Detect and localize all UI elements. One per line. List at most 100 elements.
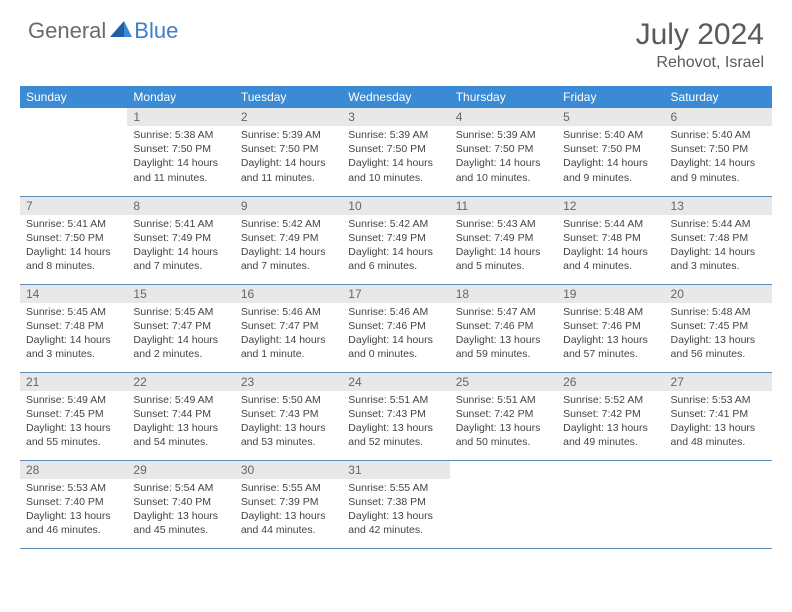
- calendar-day-cell: 2Sunrise: 5:39 AMSunset: 7:50 PMDaylight…: [235, 108, 342, 196]
- weekday-header: Friday: [557, 86, 664, 108]
- day-number: 30: [235, 461, 342, 479]
- day-number: 5: [557, 108, 664, 126]
- calendar-day-cell: 18Sunrise: 5:47 AMSunset: 7:46 PMDayligh…: [450, 284, 557, 372]
- calendar-day-cell: 14Sunrise: 5:45 AMSunset: 7:48 PMDayligh…: [20, 284, 127, 372]
- day-content: Sunrise: 5:54 AMSunset: 7:40 PMDaylight:…: [127, 479, 234, 542]
- day-content: Sunrise: 5:55 AMSunset: 7:39 PMDaylight:…: [235, 479, 342, 542]
- day-number: 2: [235, 108, 342, 126]
- logo-text-general: General: [28, 18, 106, 44]
- calendar-day-cell: 5Sunrise: 5:40 AMSunset: 7:50 PMDaylight…: [557, 108, 664, 196]
- calendar-day-cell: 31Sunrise: 5:55 AMSunset: 7:38 PMDayligh…: [342, 460, 449, 548]
- day-content: Sunrise: 5:52 AMSunset: 7:42 PMDaylight:…: [557, 391, 664, 454]
- calendar-header-row: SundayMondayTuesdayWednesdayThursdayFrid…: [20, 86, 772, 108]
- calendar-day-cell: 26Sunrise: 5:52 AMSunset: 7:42 PMDayligh…: [557, 372, 664, 460]
- day-content: Sunrise: 5:40 AMSunset: 7:50 PMDaylight:…: [557, 126, 664, 189]
- calendar-day-cell: [450, 460, 557, 548]
- day-content: Sunrise: 5:42 AMSunset: 7:49 PMDaylight:…: [342, 215, 449, 278]
- day-number: 28: [20, 461, 127, 479]
- day-number: 15: [127, 285, 234, 303]
- weekday-header: Thursday: [450, 86, 557, 108]
- day-content: Sunrise: 5:47 AMSunset: 7:46 PMDaylight:…: [450, 303, 557, 366]
- day-content: Sunrise: 5:46 AMSunset: 7:46 PMDaylight:…: [342, 303, 449, 366]
- day-content: Sunrise: 5:50 AMSunset: 7:43 PMDaylight:…: [235, 391, 342, 454]
- day-content: Sunrise: 5:55 AMSunset: 7:38 PMDaylight:…: [342, 479, 449, 542]
- day-number: 3: [342, 108, 449, 126]
- day-content: Sunrise: 5:51 AMSunset: 7:43 PMDaylight:…: [342, 391, 449, 454]
- day-content: Sunrise: 5:45 AMSunset: 7:47 PMDaylight:…: [127, 303, 234, 366]
- day-content: Sunrise: 5:39 AMSunset: 7:50 PMDaylight:…: [450, 126, 557, 189]
- day-number: 13: [665, 197, 772, 215]
- day-number: 11: [450, 197, 557, 215]
- day-content: Sunrise: 5:39 AMSunset: 7:50 PMDaylight:…: [235, 126, 342, 189]
- day-number: 31: [342, 461, 449, 479]
- day-number: 25: [450, 373, 557, 391]
- day-number: 18: [450, 285, 557, 303]
- weekday-header: Wednesday: [342, 86, 449, 108]
- calendar-day-cell: [665, 460, 772, 548]
- calendar-day-cell: 21Sunrise: 5:49 AMSunset: 7:45 PMDayligh…: [20, 372, 127, 460]
- calendar-day-cell: 7Sunrise: 5:41 AMSunset: 7:50 PMDaylight…: [20, 196, 127, 284]
- day-number: 16: [235, 285, 342, 303]
- calendar-day-cell: 13Sunrise: 5:44 AMSunset: 7:48 PMDayligh…: [665, 196, 772, 284]
- calendar-day-cell: 19Sunrise: 5:48 AMSunset: 7:46 PMDayligh…: [557, 284, 664, 372]
- day-content: Sunrise: 5:39 AMSunset: 7:50 PMDaylight:…: [342, 126, 449, 189]
- day-number: 24: [342, 373, 449, 391]
- month-title: July 2024: [636, 18, 764, 52]
- day-number: 14: [20, 285, 127, 303]
- calendar-week-row: 14Sunrise: 5:45 AMSunset: 7:48 PMDayligh…: [20, 284, 772, 372]
- day-content: Sunrise: 5:41 AMSunset: 7:50 PMDaylight:…: [20, 215, 127, 278]
- calendar-week-row: 28Sunrise: 5:53 AMSunset: 7:40 PMDayligh…: [20, 460, 772, 548]
- day-number: 4: [450, 108, 557, 126]
- location: Rehovot, Israel: [636, 54, 764, 72]
- day-number: 26: [557, 373, 664, 391]
- logo-triangle-icon: [110, 21, 132, 42]
- title-block: July 2024 Rehovot, Israel: [636, 18, 764, 72]
- calendar-day-cell: 11Sunrise: 5:43 AMSunset: 7:49 PMDayligh…: [450, 196, 557, 284]
- day-content: Sunrise: 5:49 AMSunset: 7:44 PMDaylight:…: [127, 391, 234, 454]
- calendar-day-cell: 28Sunrise: 5:53 AMSunset: 7:40 PMDayligh…: [20, 460, 127, 548]
- day-number: 7: [20, 197, 127, 215]
- day-number: 8: [127, 197, 234, 215]
- day-number: 20: [665, 285, 772, 303]
- calendar-day-cell: 4Sunrise: 5:39 AMSunset: 7:50 PMDaylight…: [450, 108, 557, 196]
- calendar-day-cell: 30Sunrise: 5:55 AMSunset: 7:39 PMDayligh…: [235, 460, 342, 548]
- calendar-day-cell: 22Sunrise: 5:49 AMSunset: 7:44 PMDayligh…: [127, 372, 234, 460]
- day-content: Sunrise: 5:41 AMSunset: 7:49 PMDaylight:…: [127, 215, 234, 278]
- weekday-header: Sunday: [20, 86, 127, 108]
- day-number: 12: [557, 197, 664, 215]
- day-number: 9: [235, 197, 342, 215]
- day-number: 17: [342, 285, 449, 303]
- calendar-day-cell: 3Sunrise: 5:39 AMSunset: 7:50 PMDaylight…: [342, 108, 449, 196]
- day-content: Sunrise: 5:38 AMSunset: 7:50 PMDaylight:…: [127, 126, 234, 189]
- calendar-week-row: 7Sunrise: 5:41 AMSunset: 7:50 PMDaylight…: [20, 196, 772, 284]
- logo-text-blue: Blue: [134, 18, 178, 44]
- weekday-header: Saturday: [665, 86, 772, 108]
- logo: General Blue: [28, 18, 178, 44]
- day-number: 19: [557, 285, 664, 303]
- calendar-day-cell: 10Sunrise: 5:42 AMSunset: 7:49 PMDayligh…: [342, 196, 449, 284]
- day-content: Sunrise: 5:48 AMSunset: 7:46 PMDaylight:…: [557, 303, 664, 366]
- weekday-header: Tuesday: [235, 86, 342, 108]
- day-number: 1: [127, 108, 234, 126]
- calendar-day-cell: 9Sunrise: 5:42 AMSunset: 7:49 PMDaylight…: [235, 196, 342, 284]
- calendar-table: SundayMondayTuesdayWednesdayThursdayFrid…: [20, 86, 772, 549]
- day-content: Sunrise: 5:48 AMSunset: 7:45 PMDaylight:…: [665, 303, 772, 366]
- calendar-day-cell: 15Sunrise: 5:45 AMSunset: 7:47 PMDayligh…: [127, 284, 234, 372]
- header: General Blue July 2024 Rehovot, Israel: [0, 0, 792, 80]
- day-number: 23: [235, 373, 342, 391]
- calendar-day-cell: 17Sunrise: 5:46 AMSunset: 7:46 PMDayligh…: [342, 284, 449, 372]
- day-number: 27: [665, 373, 772, 391]
- day-content: Sunrise: 5:43 AMSunset: 7:49 PMDaylight:…: [450, 215, 557, 278]
- calendar-day-cell: 24Sunrise: 5:51 AMSunset: 7:43 PMDayligh…: [342, 372, 449, 460]
- calendar-day-cell: [557, 460, 664, 548]
- calendar-body: 1Sunrise: 5:38 AMSunset: 7:50 PMDaylight…: [20, 108, 772, 548]
- day-number: 6: [665, 108, 772, 126]
- calendar-day-cell: [20, 108, 127, 196]
- calendar-day-cell: 8Sunrise: 5:41 AMSunset: 7:49 PMDaylight…: [127, 196, 234, 284]
- calendar-day-cell: 23Sunrise: 5:50 AMSunset: 7:43 PMDayligh…: [235, 372, 342, 460]
- day-content: Sunrise: 5:44 AMSunset: 7:48 PMDaylight:…: [557, 215, 664, 278]
- day-content: Sunrise: 5:49 AMSunset: 7:45 PMDaylight:…: [20, 391, 127, 454]
- day-content: Sunrise: 5:40 AMSunset: 7:50 PMDaylight:…: [665, 126, 772, 189]
- day-content: Sunrise: 5:51 AMSunset: 7:42 PMDaylight:…: [450, 391, 557, 454]
- calendar-day-cell: 27Sunrise: 5:53 AMSunset: 7:41 PMDayligh…: [665, 372, 772, 460]
